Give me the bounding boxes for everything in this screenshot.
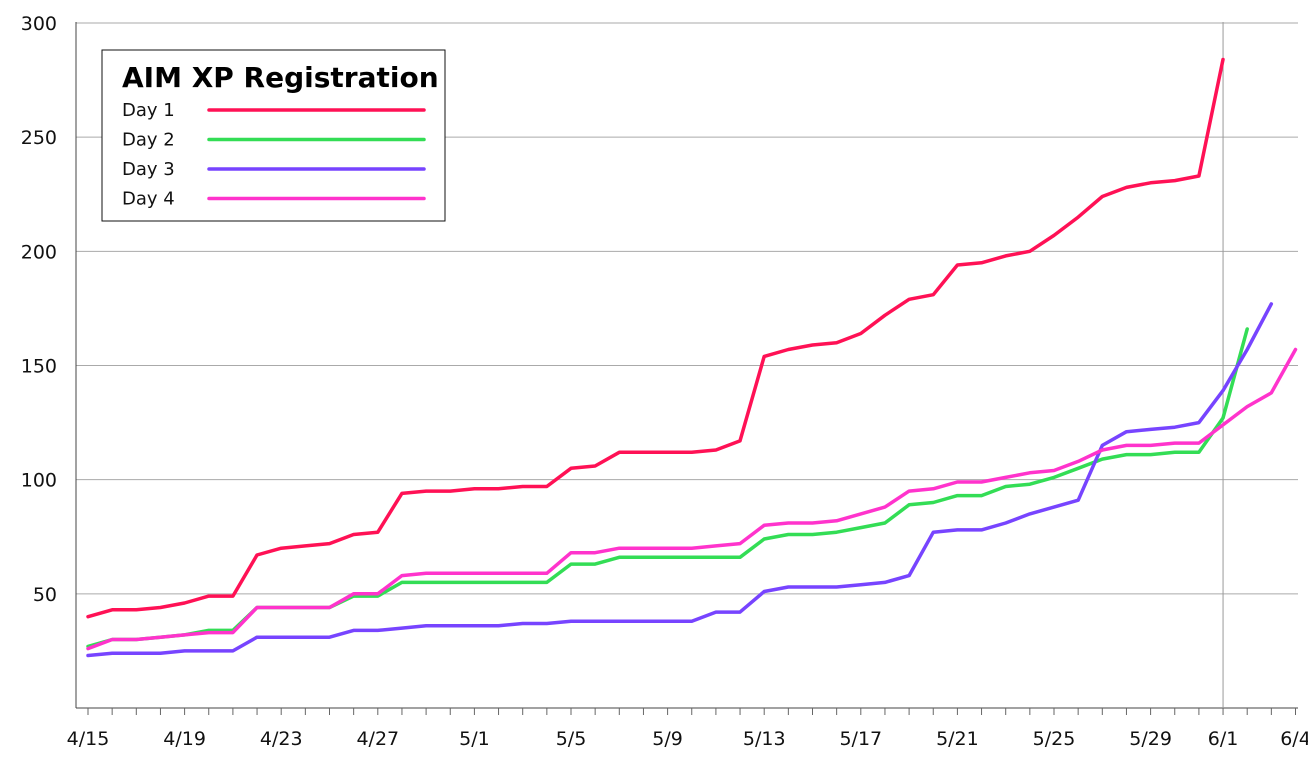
series-line-day-4 (86, 347, 1298, 651)
series-line-day-1 (86, 57, 1225, 619)
legend-label-day-4: Day 4 (122, 189, 175, 210)
y-tick-label-150: 150 (21, 356, 57, 378)
series-line-day-3 (86, 302, 1274, 658)
x-tick-label-6-1: 6/1 (1208, 728, 1239, 750)
legend: AIM XP Registration Day 1 Day 2 Day 3 Day 4 (101, 49, 446, 222)
axes (75, 22, 1298, 709)
x-tick-labels: 4/15 4/19 4/23 4/27 5/1 5/5 5/9 5/13 5/17 5/21 5/2… (67, 728, 1308, 750)
x-tick-label-5-17: 5/17 (839, 728, 882, 750)
y-tick-labels: 50 100 150 200 250 300 (21, 13, 57, 606)
series-lines (86, 57, 1298, 658)
y-tick-label-200: 200 (21, 241, 57, 263)
x-tick-label-5-13: 5/13 (743, 728, 786, 750)
x-tick-label-6-4: 6/4 (1280, 728, 1308, 750)
x-tick-label-4-19: 4/19 (163, 728, 206, 750)
x-tick-marks (87, 708, 1296, 715)
legend-box (101, 49, 446, 222)
x-tick-label-5-29: 5/29 (1129, 728, 1172, 750)
y-tick-label-300: 300 (21, 13, 57, 35)
legend-label-day-1: Day 1 (122, 100, 175, 121)
x-tick-label-5-21: 5/21 (936, 728, 979, 750)
x-tick-label-4-23: 4/23 (260, 728, 303, 750)
x-tick-label-4-15: 4/15 (67, 728, 110, 750)
x-tick-label-4-27: 4/27 (356, 728, 399, 750)
x-tick-label-5-1: 5/1 (459, 728, 490, 750)
legend-label-day-3: Day 3 (122, 159, 175, 180)
y-tick-label-250: 250 (21, 127, 57, 149)
legend-label-day-2: Day 2 (122, 130, 175, 151)
y-tick-label-100: 100 (21, 470, 57, 492)
x-tick-label-5-5: 5/5 (556, 728, 587, 750)
x-tick-label-5-25: 5/25 (1033, 728, 1076, 750)
y-tick-label-50: 50 (33, 584, 57, 606)
chart-title: AIM XP Registration (122, 61, 439, 94)
x-tick-label-5-9: 5/9 (652, 728, 683, 750)
series-line-day-2 (86, 327, 1249, 649)
